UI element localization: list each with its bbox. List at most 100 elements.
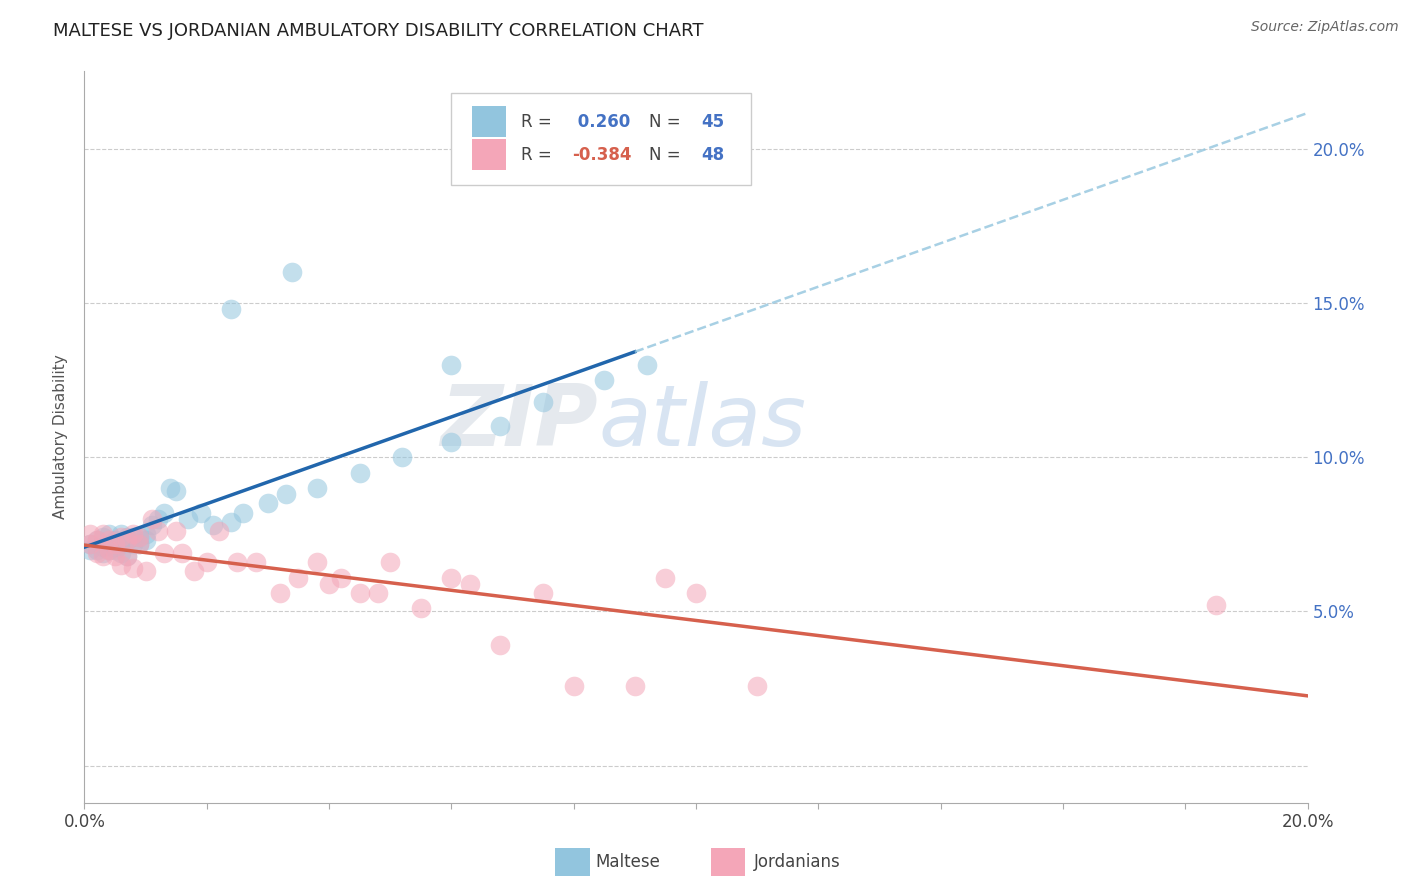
Point [115,530,138,544]
Point [685,586,707,600]
Point [97,542,120,557]
Point [79,536,101,550]
Text: N =: N = [650,112,686,131]
Point [219,515,242,529]
Point [141,518,163,533]
Point [122,561,145,575]
Point [593,373,616,387]
FancyBboxPatch shape [710,848,745,876]
Point [349,466,371,480]
Point [91,540,114,554]
Point [367,586,389,600]
Point [269,586,291,600]
Point [146,524,169,539]
Point [624,679,647,693]
Text: atlas: atlas [598,381,806,464]
Point [135,533,157,548]
Text: Jordanians: Jordanians [754,853,841,871]
Point [440,434,463,449]
Point [128,530,150,544]
Point [104,533,127,548]
Point [97,542,120,557]
Point [654,570,676,584]
Point [172,546,194,560]
Point [636,358,658,372]
Point [208,524,231,539]
Point [440,570,463,584]
FancyBboxPatch shape [472,139,506,170]
Point [91,530,114,544]
Point [141,512,163,526]
Point [276,487,298,501]
Y-axis label: Ambulatory Disability: Ambulatory Disability [53,355,69,519]
Point [380,555,402,569]
Point [391,450,413,464]
Point [440,358,463,372]
Point [115,533,138,548]
Point [104,549,127,563]
FancyBboxPatch shape [555,848,589,876]
Point [489,419,512,434]
Point [195,555,218,569]
Point [219,301,242,316]
Point [562,679,585,693]
Point [104,540,127,554]
Text: 45: 45 [700,112,724,131]
Point [110,536,132,550]
Point [115,549,138,563]
Text: R =: R = [522,145,557,164]
Point [146,512,169,526]
Point [91,527,114,541]
Point [128,530,150,544]
Point [232,506,254,520]
Point [330,570,353,584]
Point [110,530,132,544]
Text: ZIP: ZIP [440,381,598,464]
Point [245,555,267,569]
Point [86,546,108,560]
Point [110,546,132,560]
Point [97,527,120,541]
Point [165,524,187,539]
FancyBboxPatch shape [451,94,751,185]
Point [91,549,114,563]
Point [97,536,120,550]
Point [122,530,145,544]
Point [747,679,769,693]
Point [122,527,145,541]
Point [91,546,114,560]
Text: -0.384: -0.384 [572,145,631,164]
Point [86,533,108,548]
Point [201,518,224,533]
Point [226,555,249,569]
Point [128,536,150,550]
Point [128,536,150,550]
Point [110,558,132,573]
Point [177,512,200,526]
Point [104,542,127,557]
Point [153,546,176,560]
Point [122,536,145,550]
Point [165,484,187,499]
Point [79,542,101,557]
Point [104,536,127,550]
Point [97,533,120,548]
Point [86,542,108,557]
Point [183,565,205,579]
Point [115,533,138,548]
Point [1205,599,1227,613]
Text: N =: N = [650,145,686,164]
Point [318,576,340,591]
Point [159,481,181,495]
Point [135,565,157,579]
Point [86,533,108,548]
Point [153,506,176,520]
Text: Maltese: Maltese [596,853,661,871]
Point [305,481,328,495]
Point [458,576,481,591]
Text: Source: ZipAtlas.com: Source: ZipAtlas.com [1251,20,1399,34]
Text: 0.260: 0.260 [572,112,631,131]
Text: R =: R = [522,112,557,131]
Point [409,601,432,615]
Text: 48: 48 [700,145,724,164]
